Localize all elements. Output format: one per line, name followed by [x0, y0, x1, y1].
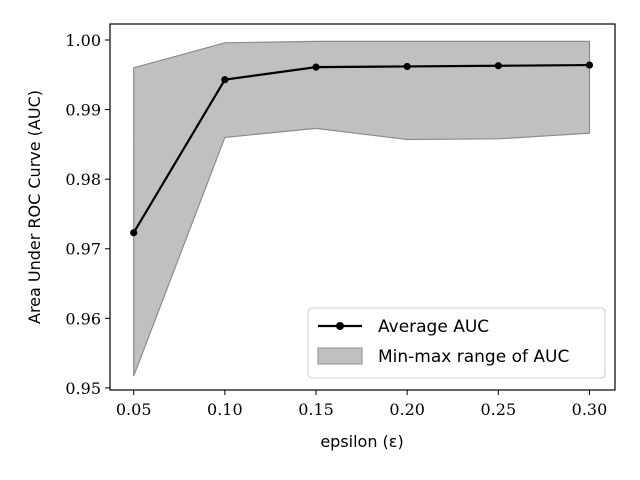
x-tick-label: 0.05	[116, 400, 152, 419]
average-auc-point	[403, 62, 411, 71]
legend-box	[307, 307, 606, 379]
y-axis-ticks: 0.95 0.96 0.97 0.98 0.99 1.00	[65, 31, 110, 398]
x-tick-label: 0.30	[572, 400, 608, 419]
average-auc-point	[312, 63, 320, 71]
x-axis-ticks: 0.05 0.10 0.15 0.20 0.25 0.30	[116, 390, 607, 419]
average-auc-point	[221, 76, 229, 84]
y-tick-label: 1.00	[65, 31, 101, 50]
min-max-auc-band	[133, 40, 591, 377]
average-auc-point	[494, 62, 502, 70]
x-axis-title: epsilon (ε)	[320, 432, 403, 451]
legend: Average AUC Min-max range of AUC	[307, 307, 606, 379]
average-auc-point	[130, 229, 138, 237]
x-tick-label: 0.20	[389, 400, 425, 419]
y-tick-label: 0.95	[65, 379, 101, 398]
y-tick-label: 0.99	[65, 101, 101, 120]
average-auc-line	[132, 63, 590, 234]
x-tick-label: 0.10	[207, 400, 243, 419]
x-tick-label: 0.15	[298, 400, 334, 419]
legend-marker-swatch	[336, 322, 344, 330]
x-tick-label: 0.25	[481, 400, 517, 419]
y-tick-label: 0.98	[65, 170, 101, 189]
average-auc-point	[585, 61, 594, 69]
plot-frame	[109, 23, 616, 391]
y-tick-label: 0.96	[65, 309, 101, 328]
y-axis-title: Area Under ROC Curve (AUC)	[25, 90, 44, 324]
y-tick-label: 0.97	[65, 240, 101, 259]
legend-band-swatch	[317, 347, 363, 365]
legend-label-range: Min-max range of AUC	[378, 347, 569, 367]
average-auc-markers	[130, 61, 594, 237]
legend-label-average: Average AUC	[378, 317, 489, 337]
